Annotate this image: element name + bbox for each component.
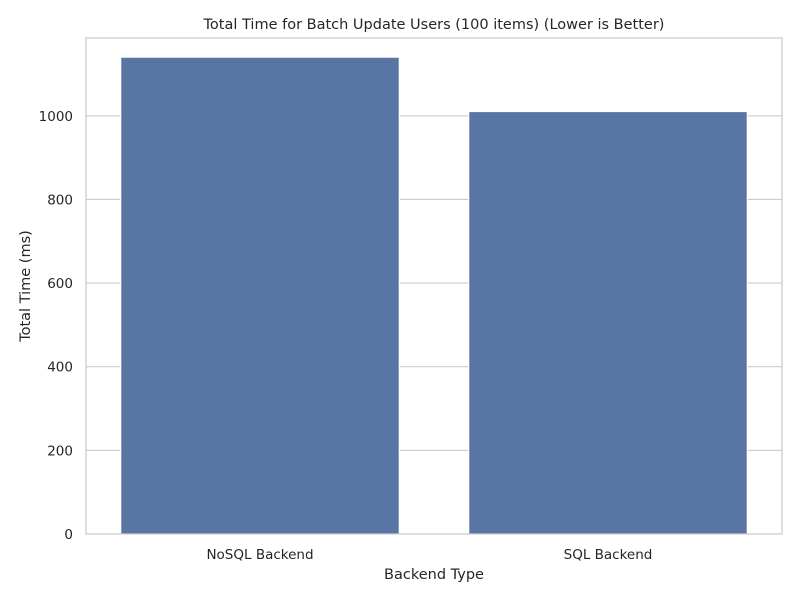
x-axis-title: Backend Type — [384, 567, 484, 583]
y-tick-label: 200 — [47, 443, 73, 459]
x-tick-label: NoSQL Backend — [206, 547, 313, 563]
bar — [120, 56, 400, 535]
plot-frame — [85, 37, 783, 535]
y-tick-label: 800 — [47, 192, 73, 208]
y-tick-label: 1000 — [39, 109, 73, 125]
chart-title: Total Time for Batch Update Users (100 i… — [203, 17, 665, 33]
bars — [120, 56, 748, 535]
x-tick-label: SQL Backend — [564, 547, 653, 563]
y-tick-labels: 0 200 400 600 800 1000 — [39, 109, 73, 543]
y-tick-label: 600 — [47, 276, 73, 292]
y-tick-label: 0 — [64, 527, 73, 543]
y-axis-title: Total Time (ms) — [18, 230, 34, 343]
y-tick-label: 400 — [47, 360, 73, 376]
x-tick-labels: NoSQL Backend SQL Backend — [206, 547, 652, 563]
bar — [468, 111, 748, 535]
